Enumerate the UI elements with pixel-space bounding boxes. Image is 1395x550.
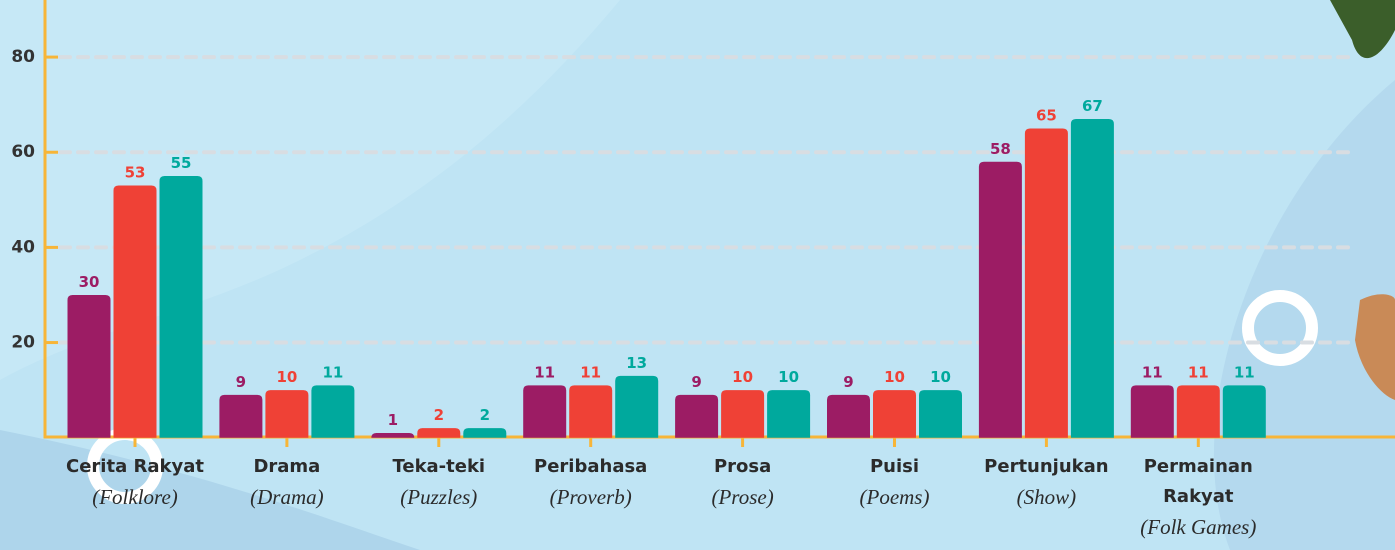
category-name: Permainan Rakyat: [1133, 452, 1263, 512]
bar: [1177, 385, 1220, 437]
category-name: Prosa: [668, 452, 818, 482]
y-tick-label: 20: [11, 333, 35, 353]
category-translation: (Prose): [668, 482, 818, 512]
value-label: 30: [79, 273, 100, 291]
bar: [767, 390, 810, 438]
category-translation: (Puzzles): [364, 482, 514, 512]
value-label: 11: [534, 363, 555, 381]
category-name: Pertunjukan: [971, 452, 1121, 482]
value-label: 9: [236, 373, 246, 391]
y-tick-label: 40: [11, 237, 35, 257]
bar: [615, 376, 658, 438]
y-tick-label: 60: [11, 142, 35, 162]
bar: [979, 162, 1022, 438]
x-tick-label: Peribahasa(Proverb): [516, 452, 666, 512]
bar: [1131, 385, 1174, 437]
bar: [523, 385, 566, 437]
value-label: 11: [1234, 363, 1255, 381]
bar: [371, 433, 414, 438]
bar: [463, 428, 506, 438]
value-label: 10: [930, 368, 951, 386]
x-tick-label: Permainan Rakyat(Folk Games): [1133, 452, 1263, 542]
category-translation: (Proverb): [516, 482, 666, 512]
category-name: Drama: [212, 452, 362, 482]
value-label: 2: [480, 406, 490, 424]
value-label: 10: [732, 368, 753, 386]
y-tick-label: 80: [11, 47, 35, 67]
value-label: 1: [388, 411, 398, 429]
value-label: 11: [322, 363, 343, 381]
category-name: Puisi: [820, 452, 970, 482]
bar: [827, 395, 870, 438]
value-label: 13: [626, 354, 647, 372]
bar: [219, 395, 262, 438]
category-name: Cerita Rakyat: [60, 452, 210, 482]
value-label: 67: [1082, 97, 1103, 115]
bar: [68, 295, 111, 438]
value-label: 9: [691, 373, 701, 391]
bar: [1071, 119, 1114, 438]
category-translation: (Folk Games): [1133, 512, 1263, 542]
value-label: 10: [778, 368, 799, 386]
bar: [721, 390, 764, 438]
value-label: 55: [171, 154, 192, 172]
bar: [160, 176, 203, 438]
x-tick-label: Drama(Drama): [212, 452, 362, 512]
value-label: 11: [580, 363, 601, 381]
value-label: 53: [125, 164, 146, 182]
value-label: 10: [276, 368, 297, 386]
bar: [265, 390, 308, 438]
bar: [919, 390, 962, 438]
bar: [675, 395, 718, 438]
page: {"chart_data": {"type": "bar", "categori…: [0, 0, 1395, 550]
bar: [417, 428, 460, 438]
value-label: 10: [884, 368, 905, 386]
value-label: 11: [1188, 363, 1209, 381]
bar: [114, 186, 157, 438]
category-name: Peribahasa: [516, 452, 666, 482]
x-tick-label: Pertunjukan(Show): [971, 452, 1121, 512]
category-name: Teka-teki: [364, 452, 514, 482]
category-translation: (Poems): [820, 482, 970, 512]
category-translation: (Folklore): [60, 482, 210, 512]
value-label: 65: [1036, 106, 1057, 124]
x-tick-label: Cerita Rakyat(Folklore): [60, 452, 210, 512]
x-tick-label: Prosa(Prose): [668, 452, 818, 512]
category-translation: (Show): [971, 482, 1121, 512]
bar: [873, 390, 916, 438]
value-label: 9: [843, 373, 853, 391]
category-translation: (Drama): [212, 482, 362, 512]
value-label: 2: [434, 406, 444, 424]
bar: [311, 385, 354, 437]
bar: [1223, 385, 1266, 437]
x-tick-label: Puisi(Poems): [820, 452, 970, 512]
x-tick-label: Teka-teki(Puzzles): [364, 452, 514, 512]
value-label: 11: [1142, 363, 1163, 381]
value-label: 58: [990, 140, 1011, 158]
bar: [1025, 128, 1068, 437]
bar: [569, 385, 612, 437]
